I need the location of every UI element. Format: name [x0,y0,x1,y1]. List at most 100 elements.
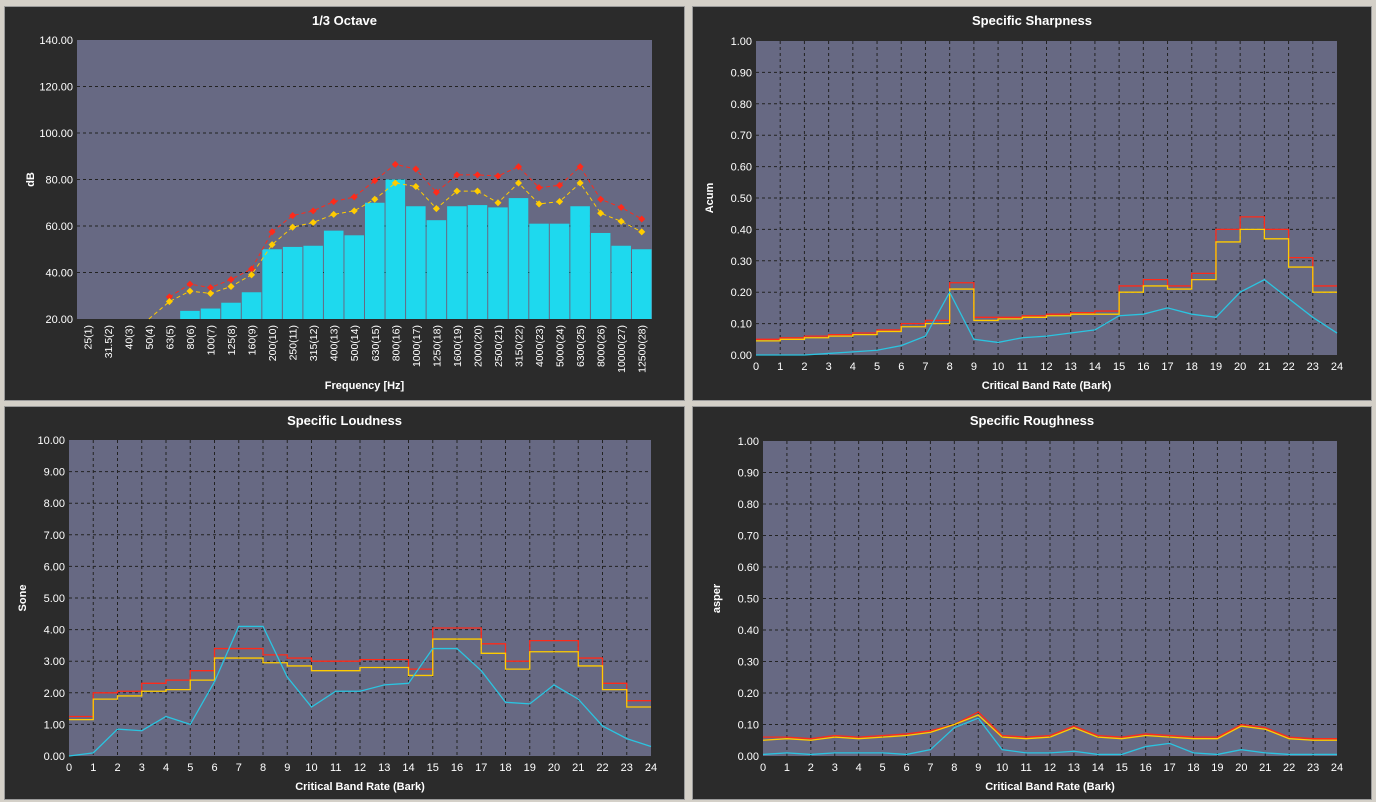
bar [611,245,631,319]
x-tick-label: 125(8) [226,325,238,355]
x-tick-label: 22 [1283,762,1295,774]
y-tick-label: 0.70 [731,130,752,142]
x-tick-label: 13 [378,762,390,774]
x-tick-label: 8 [947,361,953,373]
series-line [68,625,652,757]
data-point [186,280,194,288]
data-point [597,209,605,217]
x-tick-label: 23 [1307,762,1319,774]
x-tick-label: 4 [856,762,862,774]
data-point [186,287,194,295]
x-tick-label: 7 [927,762,933,774]
chart-title: 1/3 Octave [311,13,378,28]
bar [570,206,590,319]
data-point [289,212,297,220]
sharpness-chart: 0.00 0.10 0.20 0.30 0.40 0.50 0.60 0.70 0.80 0.90… [704,36,1343,392]
x-tick-label: 13 [1065,361,1077,373]
data-point [638,215,646,223]
data-point [638,228,646,236]
bar [344,235,364,319]
y-tick-label: 60.00 [45,221,73,233]
x-tick-label: 3 [832,762,838,774]
data-point [576,179,584,187]
bar [303,245,323,319]
series-line [169,163,642,298]
y-tick-label: 1.00 [738,436,759,448]
data-point [309,207,317,215]
x-tick-label: 15 [427,762,439,774]
y-tick-label: 0.80 [731,99,752,111]
bar [549,223,570,319]
x-tick-label: 9 [971,361,977,373]
x-tick-label: 6300(25) [575,325,587,367]
x-tick-label: 16 [1140,762,1152,774]
series-line [69,627,651,718]
sharpness-chart-panel: Specific Sharpness 0.00 0.10 0.20 0.30 0.40 0… [692,6,1372,401]
data-point [432,205,440,213]
x-tick-label: 14 [1089,361,1101,373]
data-point [391,160,399,168]
series-line [756,228,1337,342]
y-tick-label: 3.00 [44,656,65,668]
x-tick-label: 23 [1307,361,1319,373]
x-tick-label: 31.5(2) [103,325,115,358]
x-tick-label: 11 [1020,762,1031,774]
x-tick-label: 1000(17) [411,325,423,367]
data-point [391,179,399,187]
x-tick-label: 500(14) [349,325,361,361]
x-tick-label: 8 [260,762,266,774]
series-line [756,216,1337,340]
x-tick-label: 4 [163,762,169,774]
octave-chart: 20.00 40.00 60.00 80.00 100.00 120.00 140.00 dB… [25,35,652,392]
x-tick-label: 13 [1068,762,1080,774]
bar [447,206,467,319]
y-tick-label: 140.00 [39,35,73,47]
x-tick-label: 250(11) [288,325,300,360]
y-tick-label: 0.30 [731,256,752,268]
x-tick-label: 15 [1116,762,1128,774]
bar [508,198,529,319]
data-point [371,195,379,203]
series-line [763,711,1337,740]
x-tick-label: 80(6) [185,325,197,350]
data-point [473,171,481,179]
x-tick-label: 9 [975,762,981,774]
data-point [227,275,235,284]
x-tick-label: 1 [777,361,783,373]
y-tick-label: 8.00 [44,498,65,510]
x-tick-label: 7 [922,361,928,373]
x-tick-label: 22 [596,762,608,774]
x-tick-label: 8000(26) [596,325,608,367]
x-tick-label: 800(16) [390,325,402,361]
x-axis-label: Critical Band Rate (Bark) [985,781,1115,793]
x-tick-label: 18 [1186,361,1198,373]
x-tick-label: 19 [524,762,536,774]
x-tick-label: 10 [305,762,317,774]
x-tick-label: 1600(19) [452,325,464,367]
bar [406,206,426,319]
y-tick-label: 7.00 [44,530,65,542]
x-tick-label: 7 [236,762,242,774]
data-point [330,198,338,206]
chart-title: Specific Sharpness [972,13,1092,28]
y-tick-label: 1.00 [44,719,65,731]
bar [529,223,549,319]
y-tick-label: 100.00 [39,128,73,140]
x-tick-label: 1 [90,762,96,774]
bar [200,308,221,319]
bar [282,246,303,319]
bar [221,302,241,319]
loudness-chart-panel: Specific Loudness 0.00 1.00 2.00 3.00 4.00 5.… [4,406,685,800]
x-tick-label: 15 [1113,361,1125,373]
chart-title: Specific Roughness [969,413,1095,428]
x-tick-label: 3 [826,361,832,373]
data-point [494,199,502,207]
roughness-chart-panel: Specific Roughness 0.00 0.10 0.20 0.30 0.40 0… [692,406,1372,800]
x-tick-label: 0 [66,762,72,774]
bar [488,207,508,319]
x-tick-label: 8 [951,762,957,774]
x-tick-label: 6 [898,361,904,373]
x-tick-label: 12 [1044,762,1056,774]
y-tick-label: 0.20 [738,688,759,700]
data-point [556,181,564,189]
